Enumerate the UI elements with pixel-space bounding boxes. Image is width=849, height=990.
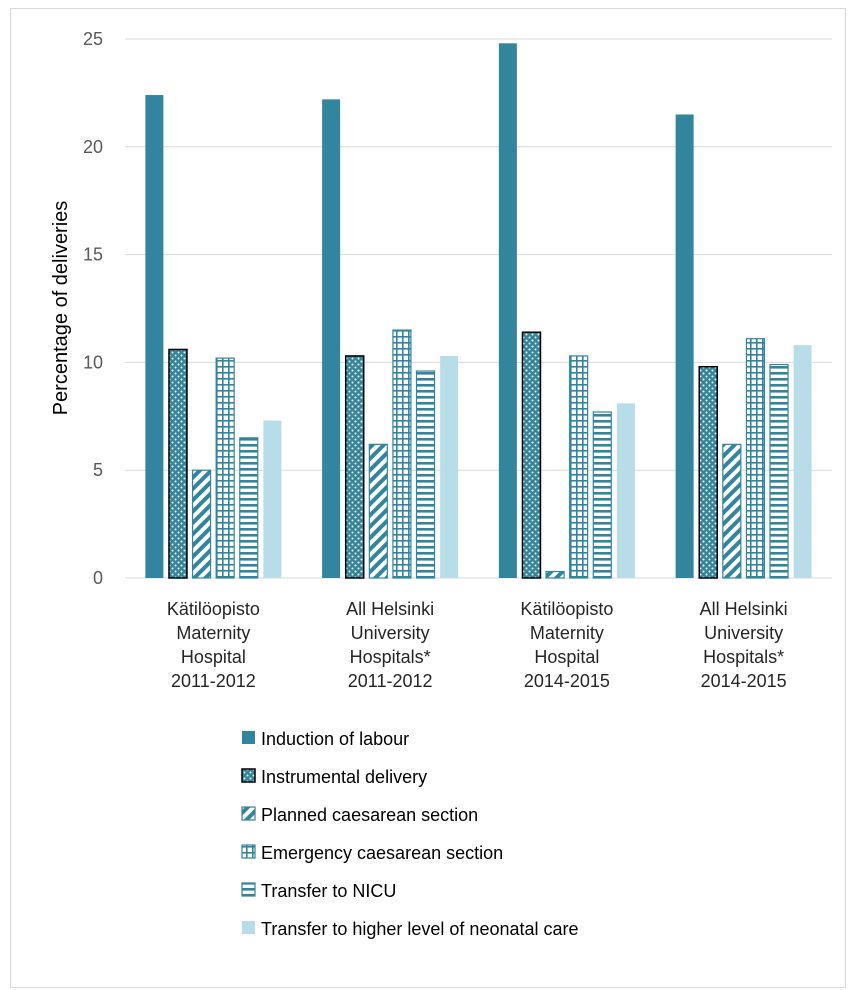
bar	[616, 403, 635, 578]
bar	[745, 338, 766, 579]
legend-label: Transfer to higher level of neonatal car…	[261, 919, 579, 939]
bar	[344, 355, 365, 579]
x-tick-label-line: Hospital	[534, 647, 599, 667]
bar	[722, 443, 742, 579]
bar	[498, 43, 517, 578]
y-tick-label: 15	[83, 245, 103, 265]
bar	[698, 365, 718, 579]
y-axis: 0 5 10 15 20 25	[83, 29, 103, 588]
bar	[263, 420, 282, 578]
x-tick-label-line: 2011-2012	[171, 671, 256, 691]
y-tick-label: 20	[83, 137, 103, 157]
legend-swatch	[241, 768, 256, 783]
x-tick-label-line: Kätilöopisto	[167, 599, 260, 619]
bar	[322, 99, 341, 579]
x-tick-label-line: Hospital	[181, 647, 246, 667]
x-tick-label-line: All Helsinki	[346, 599, 434, 619]
legend-swatch	[241, 806, 256, 821]
x-tick-label-line: 2014-2015	[701, 671, 787, 691]
bars	[145, 43, 812, 579]
bar	[415, 370, 436, 579]
bar	[168, 348, 188, 579]
x-tick-label: All Helsinki University Hospitals* 2014-201…	[700, 599, 788, 691]
x-tick-label-line: Hospitals*	[703, 647, 784, 667]
x-tick-label: Kätilöopisto Maternity Hospital 2011-2012	[167, 599, 260, 691]
x-tick-label-line: Hospitals*	[350, 647, 431, 667]
x-tick-label-line: All Helsinki	[700, 599, 788, 619]
legend-label: Instrumental delivery	[261, 767, 427, 787]
bar	[440, 355, 459, 578]
x-tick-label-line: University	[704, 623, 783, 643]
x-tick-label: Kätilöopisto Maternity Hospital 2014-2015	[520, 599, 613, 691]
legend-label: Induction of labour	[261, 729, 409, 749]
y-tick-label: 0	[93, 568, 103, 588]
y-tick-label: 5	[93, 460, 103, 480]
bar	[215, 357, 235, 579]
x-tick-label-line: University	[351, 623, 430, 643]
legend-swatch	[241, 882, 256, 897]
bar	[392, 329, 412, 579]
x-tick-label-line: Maternity	[530, 623, 604, 643]
legend-swatch	[242, 731, 255, 744]
legend: Induction of labour Instrumental delivery…	[241, 729, 579, 939]
bar	[793, 345, 812, 578]
x-tick-label-line: 2011-2012	[348, 671, 433, 691]
x-tick-label-line: Kätilöopisto	[520, 599, 613, 619]
bar	[569, 355, 589, 579]
bar	[592, 411, 612, 579]
y-tick-label: 10	[83, 352, 103, 372]
bar	[145, 95, 164, 578]
x-axis: Kätilöopisto Maternity Hospital 2011-2012Al…	[167, 599, 788, 691]
x-tick-label: All Helsinki University Hospitals* 2011-201…	[346, 599, 434, 691]
bar	[239, 437, 259, 579]
bar	[368, 443, 388, 579]
legend-label: Planned caesarean section	[261, 805, 478, 825]
legend-swatch	[242, 921, 255, 934]
bar	[769, 363, 789, 579]
x-tick-label-line: 2014-2015	[524, 671, 610, 691]
x-tick-label-line: Maternity	[176, 623, 250, 643]
y-axis-title: Percentage of deliveries	[50, 201, 72, 416]
bar	[675, 114, 694, 579]
legend-swatch	[241, 844, 256, 859]
bar	[545, 570, 565, 579]
legend-label: Transfer to NICU	[261, 881, 396, 901]
y-tick-label: 25	[83, 29, 103, 49]
legend-label: Emergency caesarean section	[261, 843, 503, 863]
bar	[191, 469, 212, 579]
bar	[521, 331, 542, 579]
